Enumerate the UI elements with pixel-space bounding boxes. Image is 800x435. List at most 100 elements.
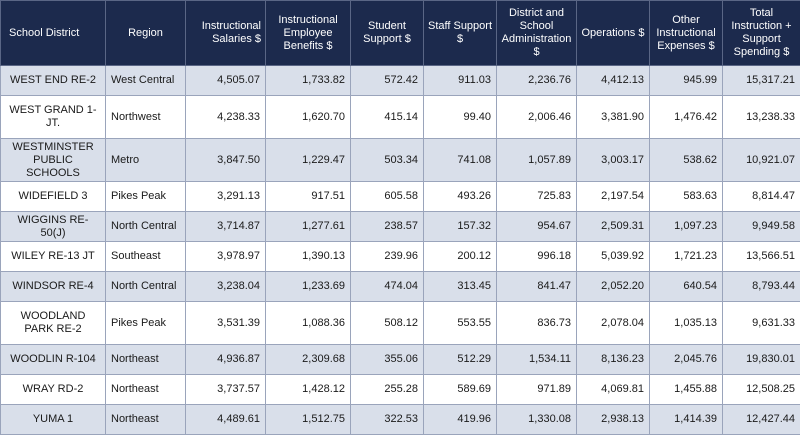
- cell-instructional-salaries: 3,714.87: [186, 212, 266, 242]
- cell-region: Northeast: [106, 405, 186, 435]
- cell-other-instructional: 640.54: [650, 272, 723, 302]
- cell-instructional-salaries: 3,531.39: [186, 302, 266, 345]
- cell-total-spending: 8,793.44: [723, 272, 800, 302]
- cell-student-support: 322.53: [351, 405, 424, 435]
- header-other-instructional: Other Instructional Expenses $: [650, 1, 723, 66]
- cell-total-spending: 9,631.33: [723, 302, 800, 345]
- cell-operations: 5,039.92: [577, 242, 650, 272]
- header-total-spending: Total Instruction + Support Spending $: [723, 1, 800, 66]
- cell-district: YUMA 1: [1, 405, 106, 435]
- cell-instructional-benefits: 1,512.75: [266, 405, 351, 435]
- cell-total-spending: 19,830.01: [723, 345, 800, 375]
- cell-operations: 2,052.20: [577, 272, 650, 302]
- cell-student-support: 503.34: [351, 139, 424, 182]
- header-staff-support: Staff Support $: [424, 1, 497, 66]
- cell-staff-support: 419.96: [424, 405, 497, 435]
- cell-instructional-benefits: 2,309.68: [266, 345, 351, 375]
- cell-district: WIGGINS RE-50(J): [1, 212, 106, 242]
- cell-instructional-benefits: 1,229.47: [266, 139, 351, 182]
- cell-other-instructional: 538.62: [650, 139, 723, 182]
- cell-staff-support: 493.26: [424, 182, 497, 212]
- cell-district-administration: 725.83: [497, 182, 577, 212]
- cell-district: WOODLIN R-104: [1, 345, 106, 375]
- cell-district-administration: 1,330.08: [497, 405, 577, 435]
- cell-staff-support: 313.45: [424, 272, 497, 302]
- cell-operations: 2,938.13: [577, 405, 650, 435]
- cell-student-support: 474.04: [351, 272, 424, 302]
- cell-district-administration: 971.89: [497, 375, 577, 405]
- cell-operations: 4,069.81: [577, 375, 650, 405]
- cell-region: West Central: [106, 66, 186, 96]
- cell-region: Pikes Peak: [106, 182, 186, 212]
- cell-student-support: 508.12: [351, 302, 424, 345]
- cell-instructional-benefits: 1,620.70: [266, 96, 351, 139]
- cell-total-spending: 13,566.51: [723, 242, 800, 272]
- cell-instructional-salaries: 4,936.87: [186, 345, 266, 375]
- cell-staff-support: 512.29: [424, 345, 497, 375]
- cell-district: WESTMINSTER PUBLIC SCHOOLS: [1, 139, 106, 182]
- cell-student-support: 255.28: [351, 375, 424, 405]
- header-instructional-benefits: Instructional Employee Benefits $: [266, 1, 351, 66]
- cell-operations: 8,136.23: [577, 345, 650, 375]
- cell-student-support: 572.42: [351, 66, 424, 96]
- cell-other-instructional: 1,414.39: [650, 405, 723, 435]
- cell-district: WOODLAND PARK RE-2: [1, 302, 106, 345]
- header-instructional-salaries: Instructional Salaries $: [186, 1, 266, 66]
- cell-staff-support: 553.55: [424, 302, 497, 345]
- cell-region: Northeast: [106, 375, 186, 405]
- cell-district-administration: 2,236.76: [497, 66, 577, 96]
- cell-staff-support: 741.08: [424, 139, 497, 182]
- cell-district: WEST GRAND 1-JT.: [1, 96, 106, 139]
- cell-district-administration: 2,006.46: [497, 96, 577, 139]
- cell-instructional-benefits: 1,277.61: [266, 212, 351, 242]
- cell-instructional-benefits: 1,428.12: [266, 375, 351, 405]
- cell-instructional-salaries: 3,847.50: [186, 139, 266, 182]
- cell-region: Northeast: [106, 345, 186, 375]
- header-region: Region: [106, 1, 186, 66]
- cell-total-spending: 13,238.33: [723, 96, 800, 139]
- cell-operations: 2,197.54: [577, 182, 650, 212]
- cell-student-support: 605.58: [351, 182, 424, 212]
- cell-district: WRAY RD-2: [1, 375, 106, 405]
- cell-instructional-salaries: 3,978.97: [186, 242, 266, 272]
- cell-other-instructional: 2,045.76: [650, 345, 723, 375]
- cell-operations: 3,381.90: [577, 96, 650, 139]
- header-operations: Operations $: [577, 1, 650, 66]
- cell-instructional-benefits: 1,390.13: [266, 242, 351, 272]
- cell-instructional-salaries: 3,291.13: [186, 182, 266, 212]
- cell-staff-support: 911.03: [424, 66, 497, 96]
- cell-student-support: 238.57: [351, 212, 424, 242]
- header-row: School District Region Instructional Sal…: [1, 1, 800, 66]
- cell-other-instructional: 583.63: [650, 182, 723, 212]
- cell-district: WEST END RE-2: [1, 66, 106, 96]
- cell-region: North Central: [106, 212, 186, 242]
- cell-total-spending: 8,814.47: [723, 182, 800, 212]
- cell-total-spending: 12,427.44: [723, 405, 800, 435]
- cell-other-instructional: 1,455.88: [650, 375, 723, 405]
- cell-operations: 4,412.13: [577, 66, 650, 96]
- cell-student-support: 355.06: [351, 345, 424, 375]
- cell-region: North Central: [106, 272, 186, 302]
- cell-student-support: 415.14: [351, 96, 424, 139]
- header-student-support: Student Support $: [351, 1, 424, 66]
- cell-region: Pikes Peak: [106, 302, 186, 345]
- cell-instructional-benefits: 1,233.69: [266, 272, 351, 302]
- cell-region: Southeast: [106, 242, 186, 272]
- cell-district-administration: 841.47: [497, 272, 577, 302]
- cell-district: WINDSOR RE-4: [1, 272, 106, 302]
- header-district-administration: District and School Administration $: [497, 1, 577, 66]
- cell-student-support: 239.96: [351, 242, 424, 272]
- cell-staff-support: 200.12: [424, 242, 497, 272]
- cell-other-instructional: 945.99: [650, 66, 723, 96]
- cell-district-administration: 996.18: [497, 242, 577, 272]
